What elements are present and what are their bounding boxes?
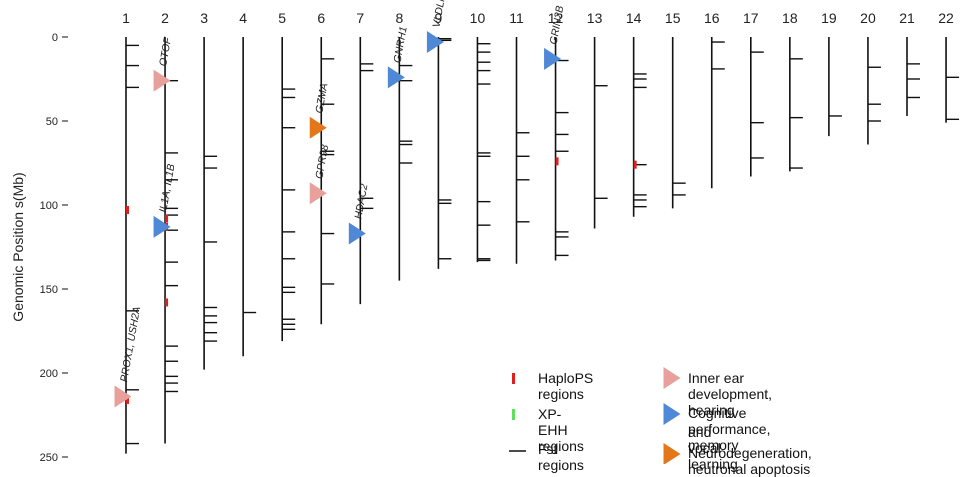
haplops-region <box>165 214 169 223</box>
gene-label: VLDLR <box>431 0 449 29</box>
chromosome-label: 14 <box>626 10 642 26</box>
chromosome-label: 5 <box>278 10 286 26</box>
chromosome-label: 15 <box>665 10 681 26</box>
gene-marker-ear <box>309 182 327 205</box>
y-tick-label: 200 <box>40 368 58 380</box>
gene-marker-cog <box>348 222 366 245</box>
haplops-region <box>633 160 637 169</box>
legend-neuro-label: Neurodegeneration, neutronal apoptosis <box>688 445 812 477</box>
gene-marker-cog <box>426 31 444 54</box>
chromosome-label: 8 <box>395 10 403 26</box>
chromosome-label: 22 <box>938 10 954 26</box>
y-tick-label: 150 <box>40 284 58 296</box>
legend-xpehh-swatch <box>512 409 515 420</box>
legend-ear-label: Inner ear development, hearing <box>688 370 773 418</box>
y-axis-label: Genomic Position s(Mb) <box>10 172 26 321</box>
chromosome-label: 19 <box>821 10 837 26</box>
gene-marker-cog <box>544 47 562 70</box>
gene-marker-cog <box>153 215 171 238</box>
legend-cog-icon <box>663 403 681 425</box>
chromosome-label: 16 <box>704 10 720 26</box>
karyogram: Genomic Position s(Mb) 0 50 100 150 200 250 1 PR… <box>10 0 960 464</box>
chromosome-label: 20 <box>860 10 876 26</box>
gene-marker-ear <box>114 385 132 408</box>
chromosome-label: 3 <box>200 10 208 26</box>
gene-marker-cog <box>387 66 405 89</box>
legend-cog-label-1: Cognitive performance, memory <box>688 405 771 453</box>
chromosome-label: 1 <box>122 10 130 26</box>
chromosome-label: 2 <box>161 10 169 26</box>
chromosome-label: 4 <box>239 10 247 26</box>
gene-label: GPR98 <box>313 144 331 180</box>
haplops-region <box>126 395 129 404</box>
chromosome-label: 17 <box>743 10 759 26</box>
legend-xpehh-label: XP-EHH regions <box>538 406 584 454</box>
legend-fst-label: Fst regions <box>538 441 584 473</box>
gene-label: IL1A, IL1B <box>157 163 177 213</box>
legend-ear-icon <box>663 367 681 389</box>
gene-label: PROX1, USH2A <box>118 306 143 383</box>
haplops-region <box>165 298 169 307</box>
gene-marker-ear <box>153 69 171 92</box>
chromosome-label: 10 <box>470 10 486 26</box>
legend-haplops-swatch <box>512 373 515 384</box>
y-tick-label: 250 <box>40 452 58 464</box>
chromosome-label: 21 <box>899 10 915 26</box>
haplops-region <box>555 157 559 166</box>
gene-label: OTOF <box>157 36 174 67</box>
gene-label: GZMA <box>313 82 330 114</box>
chromosome-label: 18 <box>782 10 798 26</box>
legend-neuro-icon <box>663 443 681 464</box>
y-tick-label: 100 <box>40 200 58 212</box>
chromosome-label: 12 <box>548 10 564 26</box>
gene-label: HDAC2 <box>352 183 370 220</box>
chromosome-label: 13 <box>587 10 603 26</box>
chromosome-label: 9 <box>435 10 443 26</box>
chromosome-label: 7 <box>356 10 364 26</box>
y-tick-label: 0 <box>52 32 58 44</box>
legend-haplops-label: HaploPS regions <box>538 370 594 402</box>
gene-marker-neuro <box>309 116 327 139</box>
chromosome-label: 11 <box>509 10 524 26</box>
haplops-region <box>126 206 129 215</box>
gene-label: GNRH1 <box>391 26 409 64</box>
chromosome-label: 6 <box>317 10 325 26</box>
y-tick-label: 50 <box>46 116 58 128</box>
